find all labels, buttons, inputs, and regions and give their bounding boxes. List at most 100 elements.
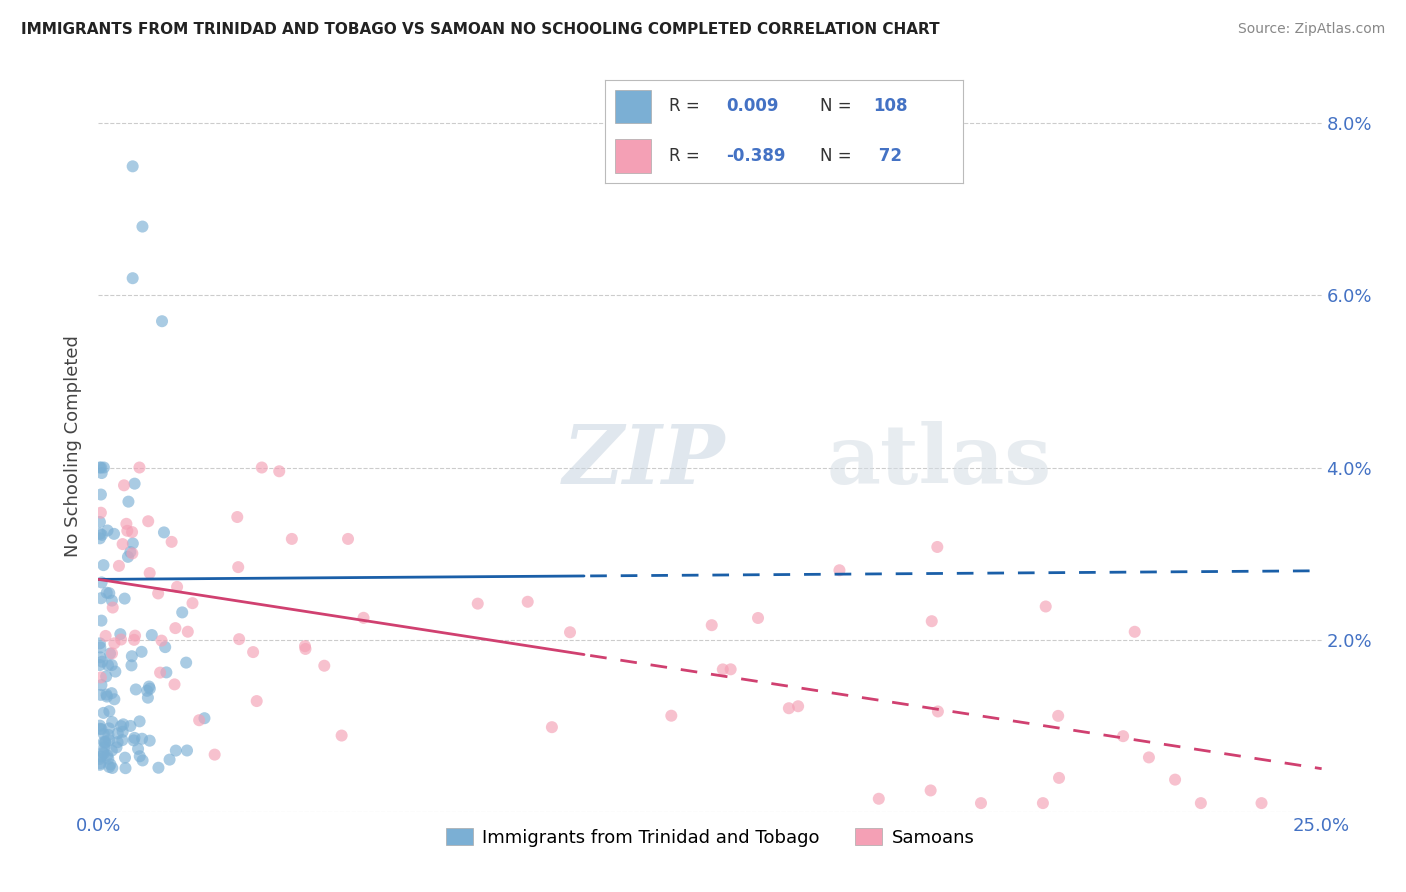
Point bbox=[177, 624, 200, 639]
Point bbox=[138, 733, 160, 747]
Point bbox=[108, 558, 131, 573]
Point bbox=[94, 735, 117, 749]
Point bbox=[112, 717, 135, 731]
Point bbox=[188, 713, 211, 727]
Point bbox=[117, 494, 139, 508]
Point bbox=[868, 791, 890, 805]
Point bbox=[110, 632, 132, 647]
Point bbox=[927, 705, 949, 719]
Point bbox=[89, 532, 111, 546]
Point bbox=[93, 460, 115, 475]
Point bbox=[90, 506, 112, 520]
Point bbox=[101, 658, 124, 673]
Point bbox=[89, 757, 111, 772]
Point bbox=[90, 528, 112, 542]
Text: N =: N = bbox=[820, 97, 851, 115]
Point bbox=[128, 460, 150, 475]
Point bbox=[281, 532, 304, 546]
Point bbox=[353, 611, 375, 625]
Point bbox=[90, 670, 112, 684]
Point bbox=[226, 510, 249, 524]
Point bbox=[828, 563, 851, 577]
Point bbox=[89, 650, 111, 665]
Point bbox=[250, 460, 273, 475]
Point bbox=[120, 719, 142, 733]
Point bbox=[107, 726, 129, 740]
Point bbox=[121, 271, 143, 285]
Point bbox=[1032, 796, 1054, 810]
Point bbox=[94, 736, 117, 750]
Point bbox=[96, 524, 118, 538]
Point bbox=[1123, 624, 1146, 639]
Point bbox=[141, 628, 163, 642]
Text: -0.389: -0.389 bbox=[727, 146, 786, 165]
Point bbox=[1189, 796, 1212, 810]
Point bbox=[467, 597, 489, 611]
Point bbox=[117, 524, 139, 538]
Point bbox=[176, 743, 198, 757]
Point bbox=[96, 586, 118, 600]
Point bbox=[181, 596, 204, 610]
Point bbox=[121, 159, 143, 173]
Point bbox=[98, 722, 121, 736]
Point bbox=[90, 614, 112, 628]
Point bbox=[314, 658, 336, 673]
Point bbox=[294, 642, 316, 657]
Point bbox=[105, 740, 128, 755]
Point bbox=[98, 647, 121, 661]
Text: R =: R = bbox=[669, 146, 700, 165]
Point bbox=[114, 591, 136, 606]
Point bbox=[91, 655, 114, 669]
Point bbox=[138, 566, 160, 580]
Point bbox=[89, 526, 111, 541]
Point bbox=[124, 731, 146, 745]
Point bbox=[122, 632, 145, 647]
Point bbox=[89, 640, 111, 655]
Point bbox=[128, 714, 150, 729]
Point bbox=[89, 515, 111, 529]
Point bbox=[112, 478, 135, 492]
Point bbox=[166, 580, 188, 594]
Point bbox=[153, 640, 176, 654]
Point bbox=[720, 662, 742, 676]
Point bbox=[91, 746, 114, 760]
Point bbox=[103, 692, 125, 706]
Point bbox=[121, 546, 143, 560]
Text: N =: N = bbox=[820, 146, 851, 165]
Point bbox=[96, 688, 118, 702]
Point bbox=[1112, 729, 1135, 743]
Point bbox=[101, 743, 124, 757]
Point bbox=[269, 464, 291, 478]
Point bbox=[122, 733, 145, 747]
Point bbox=[93, 706, 115, 720]
Point bbox=[228, 632, 250, 647]
Bar bbox=[616, 89, 651, 123]
Point bbox=[711, 662, 734, 676]
Point bbox=[160, 534, 183, 549]
Point bbox=[90, 575, 112, 590]
Point bbox=[124, 476, 146, 491]
Point bbox=[150, 633, 173, 648]
Point bbox=[111, 733, 134, 747]
Point bbox=[659, 708, 682, 723]
Point bbox=[920, 783, 942, 797]
Point bbox=[124, 629, 146, 643]
Point bbox=[700, 618, 723, 632]
Text: 72: 72 bbox=[873, 146, 903, 165]
Point bbox=[165, 621, 187, 635]
Point bbox=[103, 636, 125, 650]
Point bbox=[131, 731, 153, 746]
Point bbox=[172, 606, 194, 620]
Point bbox=[1164, 772, 1187, 787]
Point bbox=[747, 611, 769, 625]
Point bbox=[153, 525, 176, 540]
Point bbox=[97, 658, 120, 673]
Point bbox=[89, 722, 111, 736]
Point bbox=[117, 549, 139, 564]
Point bbox=[128, 749, 150, 764]
Point bbox=[330, 729, 353, 743]
Point bbox=[93, 727, 115, 741]
Point bbox=[98, 586, 121, 600]
Point bbox=[98, 760, 121, 774]
Point bbox=[93, 735, 115, 749]
